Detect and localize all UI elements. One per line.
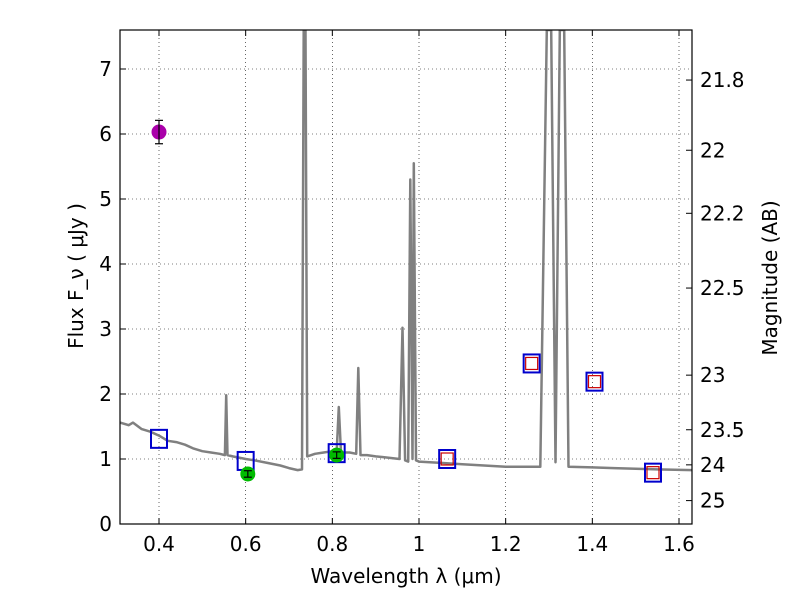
model-photometry-marker <box>150 428 168 449</box>
x-tick-label: 1.2 <box>490 532 522 556</box>
model-photometry-marker <box>438 449 457 469</box>
chart-series <box>120 30 692 483</box>
x-tick-label: 1.6 <box>663 532 695 556</box>
model-sed-line <box>120 30 692 472</box>
upper-limit-marker <box>646 466 660 480</box>
y-tick-label: 3 <box>99 317 112 341</box>
upper-limit-marker <box>525 356 539 371</box>
x-axis-title: Wavelength λ (μm) <box>310 564 501 588</box>
plot-frame <box>119 29 693 525</box>
y-tick-label: 4 <box>99 252 112 276</box>
y-tick-label: 6 <box>99 122 112 146</box>
y-axis-title: Flux F_ν ( μJy ) <box>64 203 88 349</box>
right-tick-label: 24 <box>700 453 725 477</box>
right-tick-label: 22.2 <box>700 201 745 225</box>
right-tick-label: 25 <box>700 489 725 513</box>
model-photometry-marker <box>522 353 541 374</box>
x-tick-label: 1.4 <box>576 532 608 556</box>
right-axis-title: Magnitude (AB) <box>758 200 782 355</box>
y-tick-label: 7 <box>99 57 112 81</box>
right-tick-label: 22 <box>700 138 725 162</box>
model-photometry-marker <box>585 371 604 392</box>
x-tick-label: 1 <box>413 532 426 556</box>
y-tick-label: 1 <box>99 447 112 471</box>
y-tick-label: 2 <box>99 382 112 406</box>
x-tick-label: 0.4 <box>143 532 175 556</box>
ticks <box>120 30 692 525</box>
right-tick-label: 23 <box>700 363 725 387</box>
right-tick-label: 23.5 <box>700 418 745 442</box>
x-tick-label: 0.6 <box>230 532 262 556</box>
upper-limit-marker <box>587 375 602 389</box>
x-tick-label: 0.8 <box>316 532 348 556</box>
upper-limit-marker <box>440 452 454 466</box>
right-tick-label: 21.8 <box>700 68 745 92</box>
y-tick-label: 5 <box>99 187 112 211</box>
y-tick-label: 0 <box>99 512 112 536</box>
right-tick-label: 22.5 <box>700 276 745 300</box>
model-photometry-marker <box>644 462 662 483</box>
axes-frame <box>119 29 693 525</box>
